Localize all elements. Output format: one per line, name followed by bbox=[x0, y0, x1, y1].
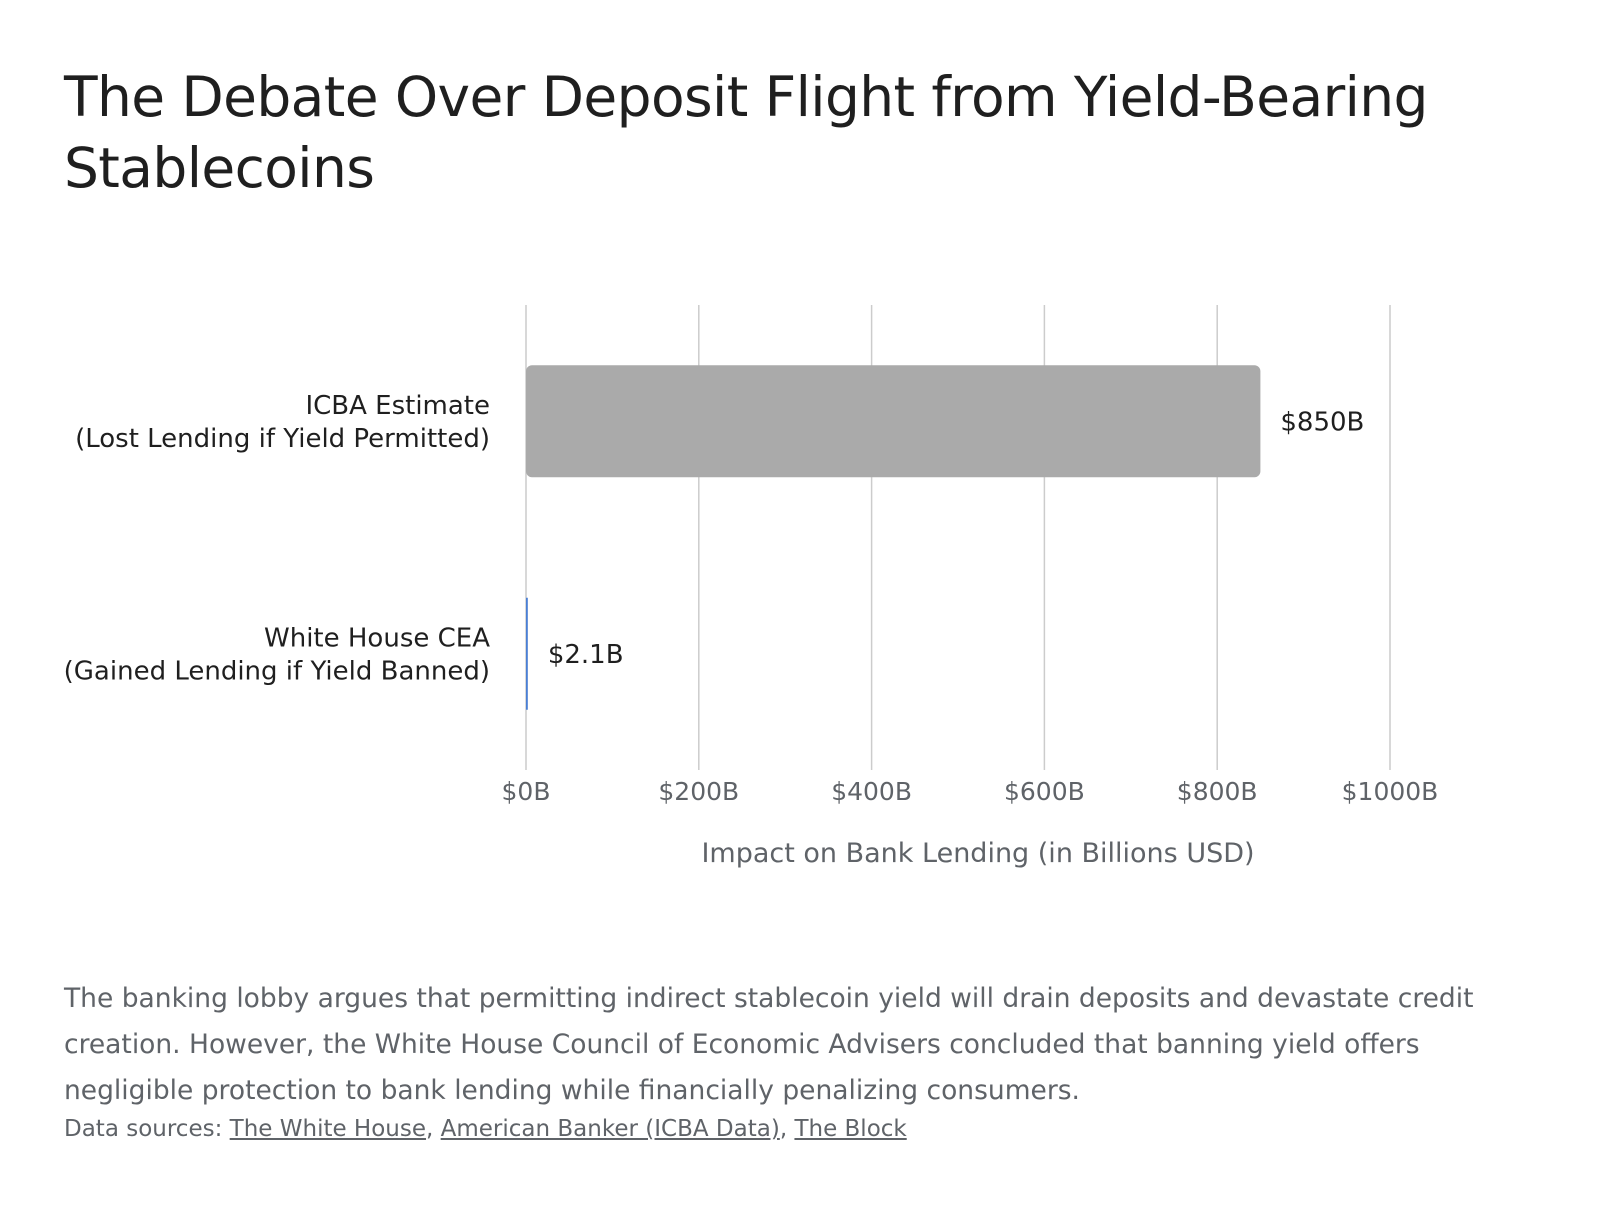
x-tick-label: $800B bbox=[1177, 777, 1258, 806]
source-link-american-banker[interactable]: American Banker (ICBA Data) bbox=[440, 1116, 780, 1142]
category-label: (Gained Lending if Yield Banned) bbox=[64, 656, 490, 686]
x-tick-label: $600B bbox=[1004, 777, 1085, 806]
category-label: White House CEA bbox=[264, 623, 490, 653]
source-link-white-house[interactable]: The White House bbox=[229, 1116, 427, 1142]
x-axis-title: Impact on Bank Lending (in Billions USD) bbox=[701, 838, 1254, 869]
sources-separator: , bbox=[779, 1116, 795, 1142]
x-tick-label: $0B bbox=[502, 777, 551, 806]
x-tick-label: $1000B bbox=[1342, 777, 1439, 806]
data-sources: Data sources: The White House, American … bbox=[64, 1112, 907, 1146]
x-tick-label: $400B bbox=[831, 777, 912, 806]
bar-1 bbox=[526, 597, 528, 710]
chart-caption: The banking lobby argues that permitting… bbox=[64, 983, 1474, 1106]
category-label: (Lost Lending if Yield Permitted) bbox=[75, 424, 490, 454]
bar-0 bbox=[526, 365, 1261, 478]
category-label: ICBA Estimate bbox=[305, 391, 490, 421]
sources-separator: , bbox=[426, 1116, 441, 1142]
source-link-the-block[interactable]: The Block bbox=[794, 1116, 907, 1142]
value-label: $850B bbox=[1280, 407, 1364, 437]
x-tick-label: $200B bbox=[658, 777, 739, 806]
sources-prefix: Data sources: bbox=[64, 1116, 230, 1142]
value-label: $2.1B bbox=[548, 640, 624, 670]
chart-title: The Debate Over Deposit Flight from Yiel… bbox=[64, 65, 1428, 200]
